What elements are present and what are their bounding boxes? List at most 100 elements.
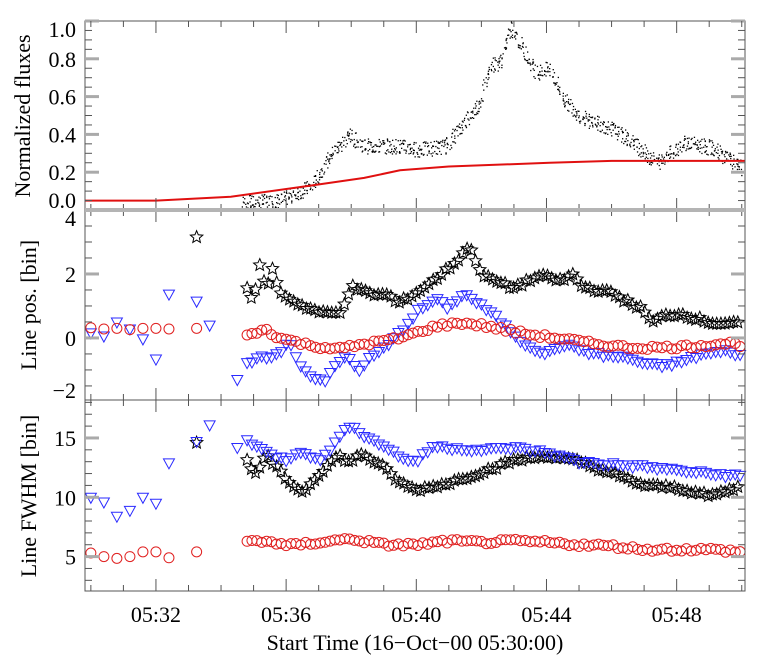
triangle-marker	[274, 347, 288, 359]
triangle-marker	[110, 317, 124, 329]
circle-marker	[710, 543, 722, 555]
flux-dot	[367, 138, 370, 140]
flux-dot	[367, 142, 369, 144]
flux-dot	[255, 199, 257, 201]
flux-dot	[354, 147, 356, 149]
triangle-marker	[504, 327, 518, 339]
flux-dot	[243, 202, 245, 204]
flux-dot	[332, 154, 334, 156]
flux-dot	[400, 143, 403, 145]
flux-dot	[417, 153, 419, 155]
flux-dot	[712, 142, 714, 144]
flux-dot	[461, 124, 463, 126]
x-tick-label: 05:32	[131, 602, 181, 627]
flux-dot	[606, 126, 608, 128]
flux-dot	[442, 139, 444, 141]
flux-dot	[321, 176, 324, 178]
circle-marker	[305, 340, 317, 352]
flux-dot	[271, 201, 273, 203]
flux-dot	[476, 112, 478, 114]
flux-dot	[488, 66, 490, 69]
flux-dot	[687, 142, 689, 145]
y-tick-label: 5	[65, 545, 76, 570]
flux-dot	[314, 186, 317, 188]
flux-dot	[451, 132, 454, 134]
flux-dot	[519, 47, 521, 49]
flux-dot	[328, 161, 330, 163]
flux-dot	[632, 135, 634, 137]
triangle-marker	[162, 289, 176, 302]
flux-dot	[588, 113, 590, 116]
triangle-marker	[440, 303, 454, 316]
flux-dot	[533, 76, 535, 78]
panel-line-fwhm	[84, 420, 747, 564]
y-axis-label-line-pos: Line pos. [bin]	[16, 240, 41, 370]
triangle-marker	[733, 349, 747, 362]
flux-dot	[597, 115, 599, 117]
panel-flux	[85, 21, 745, 211]
flux-dot	[375, 144, 377, 146]
flux-dot	[335, 145, 337, 147]
triangle-marker	[333, 356, 347, 369]
triangle-marker	[318, 449, 332, 462]
flux-dot	[630, 141, 632, 144]
star-marker	[628, 299, 644, 314]
flux-dot	[600, 121, 602, 123]
triangle-marker	[149, 354, 163, 367]
flux-dot	[271, 203, 274, 205]
triangle-marker	[567, 454, 581, 467]
flux-dot	[471, 117, 473, 119]
flux-dot	[338, 150, 340, 152]
flux-dot	[533, 69, 535, 71]
triangle-marker	[396, 325, 410, 338]
flux-dot	[707, 154, 709, 156]
flux-dot	[639, 153, 641, 155]
flux-dot	[421, 153, 423, 155]
flux-dot	[686, 145, 689, 147]
flux-dot	[646, 161, 649, 163]
flux-dot	[436, 153, 439, 155]
flux-dot	[633, 144, 635, 146]
flux-dot	[332, 152, 334, 154]
flux-dot	[434, 150, 436, 153]
flux-dot	[413, 149, 415, 152]
triangle-marker	[699, 467, 713, 480]
flux-dot	[292, 190, 295, 192]
flux-dot	[258, 196, 260, 198]
flux-dot	[626, 135, 628, 137]
flux-dot	[653, 155, 655, 157]
flux-dot	[679, 149, 681, 151]
flux-dot	[669, 148, 671, 151]
flux-dot	[613, 122, 615, 125]
flux-dot	[361, 146, 363, 148]
flux-dot	[475, 113, 477, 116]
flux-dot	[485, 77, 487, 79]
flux-dot	[378, 151, 381, 153]
flux-dot	[494, 59, 496, 61]
flux-dot	[355, 146, 357, 148]
star-marker	[599, 464, 615, 479]
flux-dot	[578, 117, 580, 119]
flux-dot	[392, 139, 394, 141]
circle-marker	[98, 323, 110, 335]
flux-dot	[321, 168, 323, 170]
flux-dot	[297, 196, 299, 198]
flux-dot	[505, 48, 507, 50]
star-marker	[260, 275, 276, 290]
flux-dot	[505, 46, 507, 49]
flux-dot	[545, 71, 547, 73]
flux-dot	[498, 62, 500, 64]
flux-dot	[404, 140, 406, 142]
flux-dot	[468, 123, 471, 126]
flux-dot	[693, 143, 695, 145]
flux-dot	[461, 120, 464, 122]
y-axis-label-fwhm: Line FWHM [bin]	[16, 415, 41, 578]
triangle-marker	[533, 347, 547, 360]
flux-dot	[345, 139, 347, 141]
flux-dot	[323, 173, 325, 175]
triangle-marker	[475, 299, 488, 312]
flux-dot	[462, 129, 464, 131]
flux-dot	[681, 151, 683, 153]
triangle-marker	[304, 452, 317, 465]
flux-dot	[626, 144, 628, 147]
